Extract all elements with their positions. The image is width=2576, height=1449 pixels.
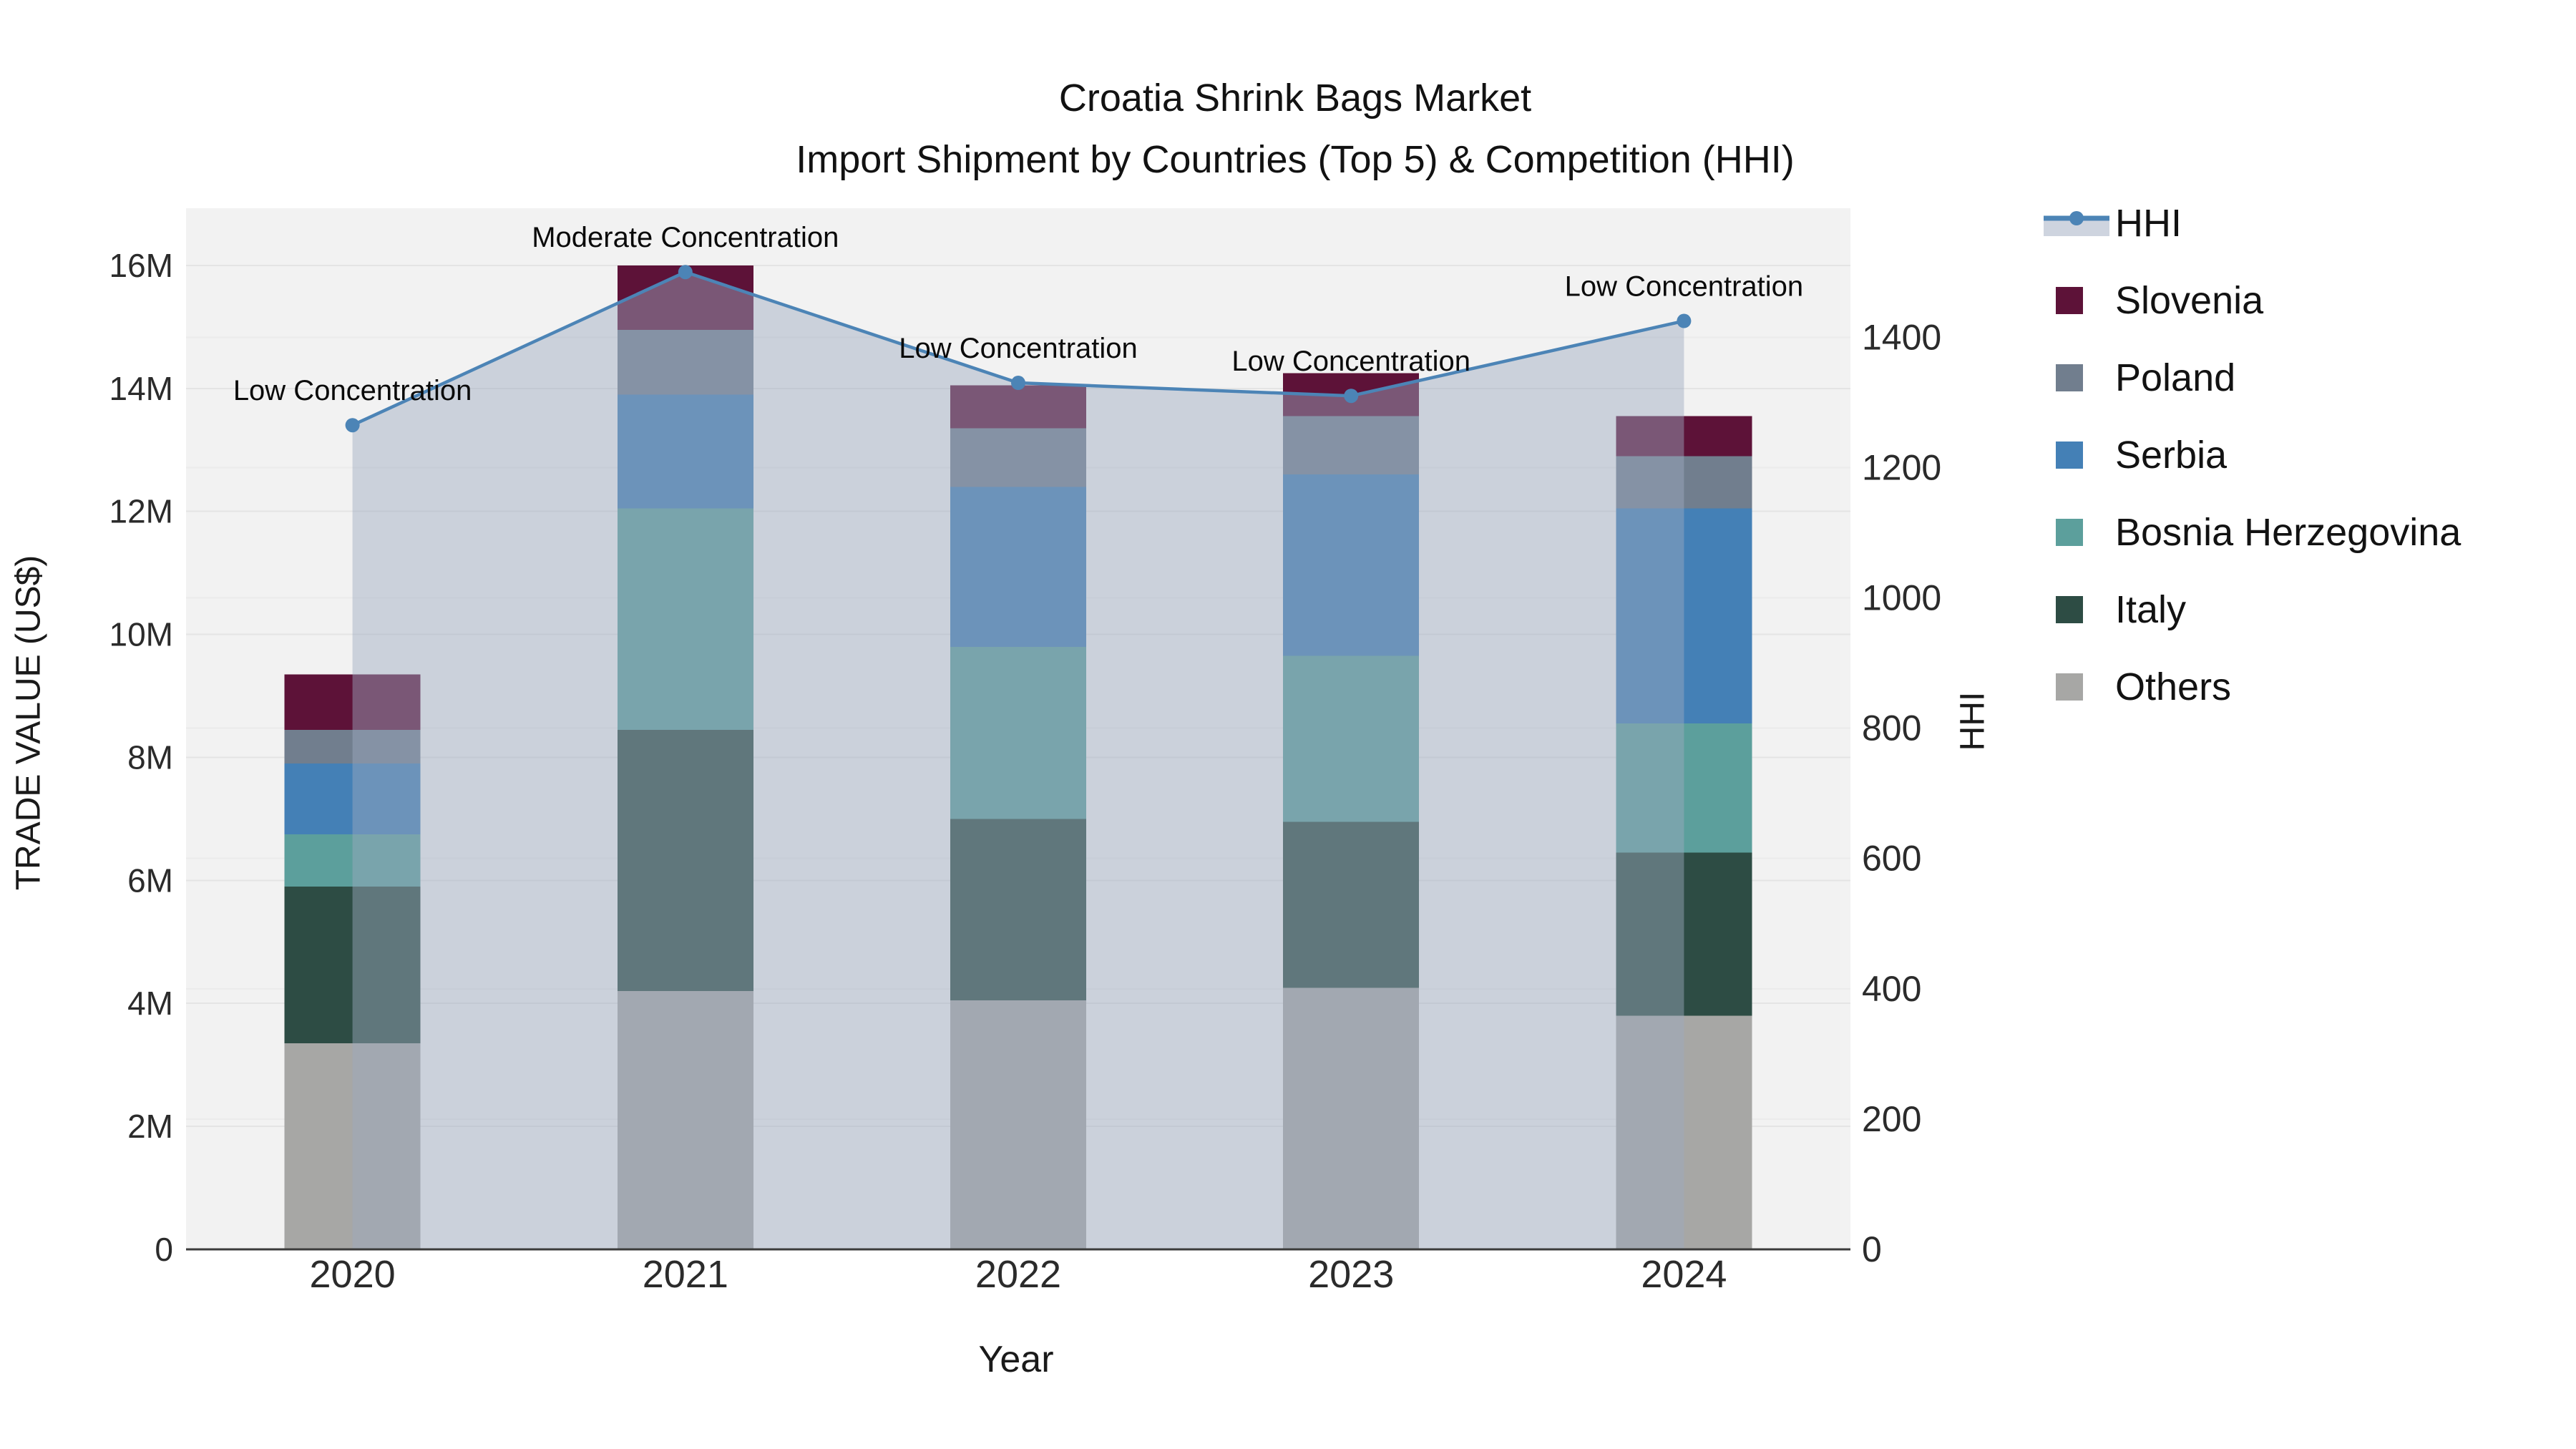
bar-segment-2020-serbia[interactable] [284,763,421,834]
bar-segment-2021-serbia[interactable] [617,394,753,509]
legend-item-poland[interactable]: Poland [2044,339,2461,416]
y-right-tick-600: 600 [1862,839,1921,879]
legend-item-hhi[interactable]: HHI [2044,185,2461,262]
bar-segment-2024-serbia[interactable] [1616,508,1752,724]
bar-segment-2022-others[interactable] [950,1000,1086,1249]
legend-item-slovenia[interactable]: Slovenia [2044,262,2461,339]
hhi-point-2021[interactable] [678,265,693,280]
bar-segment-2021-bosnia-herzegovina[interactable] [617,508,753,730]
bar-segment-2020-others[interactable] [284,1043,421,1249]
annotation-2024: Low Concentration [1565,271,1804,303]
hhi-point-2022[interactable] [1011,376,1025,391]
legend-color-box-italy [2056,596,2083,623]
y-left-tick-6M: 6M [127,862,173,899]
y-left-tick-12M: 12M [109,493,173,530]
bar-segment-2022-poland[interactable] [950,428,1086,487]
legend-swatch-others [2044,673,2111,701]
x-tick-2020: 2020 [310,1253,396,1296]
legend-label-serbia: Serbia [2115,434,2228,477]
y-left-tick-14M: 14M [109,370,173,407]
bar-segment-2021-poland[interactable] [617,330,753,395]
hhi-point-2024[interactable] [1677,313,1692,328]
x-tick-2021: 2021 [643,1253,728,1296]
bar-segment-2023-others[interactable] [1283,987,1420,1249]
bar-segment-2020-slovenia[interactable] [284,674,421,730]
bar-segment-2024-italy[interactable] [1616,852,1752,1016]
legend: HHI Slovenia Poland Serbia Bosnia Herzegovin… [2044,185,2461,726]
bar-segment-2020-poland[interactable] [284,729,421,764]
hhi-point-2020[interactable] [345,418,360,433]
legend-item-italy[interactable]: Italy [2044,571,2461,648]
legend-item-serbia[interactable]: Serbia [2044,416,2461,494]
hhi-point-2023[interactable] [1344,389,1359,404]
annotation-2022: Low Concentration [899,333,1138,364]
y-left-tick-4M: 4M [127,985,173,1022]
bar-segment-2020-italy[interactable] [284,886,421,1044]
y-axis-title-left: TRADE VALUE (US$) [9,555,48,891]
legend-label-bosnia-herzegovina: Bosnia Herzegovina [2115,511,2462,554]
y-left-tick-10M: 10M [109,616,173,653]
x-tick-2023: 2023 [1308,1253,1394,1296]
bar-segment-2021-others[interactable] [617,991,753,1249]
bar-segment-2024-others[interactable] [1616,1015,1752,1249]
legend-color-box-bosnia-herzegovina [2056,519,2083,546]
y-left-tick-16M: 16M [109,247,173,284]
x-tick-2022: 2022 [975,1253,1061,1296]
bar-segment-2021-italy[interactable] [617,729,753,992]
bar-segment-2023-bosnia-herzegovina[interactable] [1283,655,1420,822]
y-right-tick-0: 0 [1862,1229,1882,1269]
chart-title-line2: Import Shipment by Countries (Top 5) & C… [796,138,1795,181]
legend-swatch-slovenia [2044,287,2111,314]
y-right-tick-1000: 1000 [1862,577,1941,618]
bar-segment-2023-italy[interactable] [1283,821,1420,988]
chart-title: Croatia Shrink Bags Market Import Shipme… [0,67,2576,190]
bar-segment-2022-bosnia-herzegovina[interactable] [950,646,1086,819]
y-left-tick-8M: 8M [127,738,173,776]
legend-color-box-serbia [2056,441,2083,469]
annotation-2020: Low Concentration [233,375,472,406]
legend-label-poland: Poland [2115,356,2236,399]
legend-color-box-slovenia [2056,287,2083,314]
legend-swatch-poland [2044,364,2111,391]
legend-hhi-line-swatch-icon [2044,208,2111,239]
y-right-tick-800: 800 [1862,708,1921,748]
hhi-area-fill [352,272,1684,1250]
bar-segment-2022-slovenia[interactable] [950,385,1086,429]
hhi-swatch-icon [2044,211,2109,236]
bar-segment-2023-serbia[interactable] [1283,474,1420,656]
bars-layer [284,265,1752,1249]
y-right-tick-1400: 1400 [1862,317,1941,357]
legend-color-box-poland [2056,364,2083,391]
bar-segment-2024-bosnia-herzegovina[interactable] [1616,723,1752,853]
y-left-tick-0: 0 [155,1231,173,1268]
legend-item-others[interactable]: Others [2044,648,2461,726]
y-left-tick-2M: 2M [127,1108,173,1145]
bar-segment-2022-italy[interactable] [950,819,1086,1000]
chart-title-line1: Croatia Shrink Bags Market [1058,77,1532,119]
y-right-tick-400: 400 [1862,969,1921,1009]
legend-label-hhi: HHI [2115,202,2182,245]
legend-label-others: Others [2115,665,2232,708]
y-axis-title-right: HHI [1953,691,1992,751]
bar-segment-2020-bosnia-herzegovina[interactable] [284,834,421,887]
annotation-2023: Low Concentration [1231,346,1470,377]
legend-swatch-bosnia-herzegovina [2044,519,2111,546]
y-right-tick-200: 200 [1862,1099,1921,1139]
x-axis-title: Year [978,1339,1054,1380]
bar-segment-2024-poland[interactable] [1616,456,1752,509]
bar-segment-2022-serbia[interactable] [950,487,1086,647]
y-right-tick-1200: 1200 [1862,447,1941,487]
legend-label-italy: Italy [2115,588,2187,631]
legend-item-bosnia-herzegovina[interactable]: Bosnia Herzegovina [2044,494,2461,571]
x-tick-2024: 2024 [1641,1253,1727,1296]
legend-swatch-italy [2044,596,2111,623]
legend-color-box-others [2056,673,2083,701]
legend-label-slovenia: Slovenia [2115,279,2264,322]
legend-swatch-serbia [2044,441,2111,469]
bar-segment-2023-poland[interactable] [1283,416,1420,475]
bar-segment-2024-slovenia[interactable] [1616,416,1752,457]
annotation-2021: Moderate Concentration [532,222,839,253]
